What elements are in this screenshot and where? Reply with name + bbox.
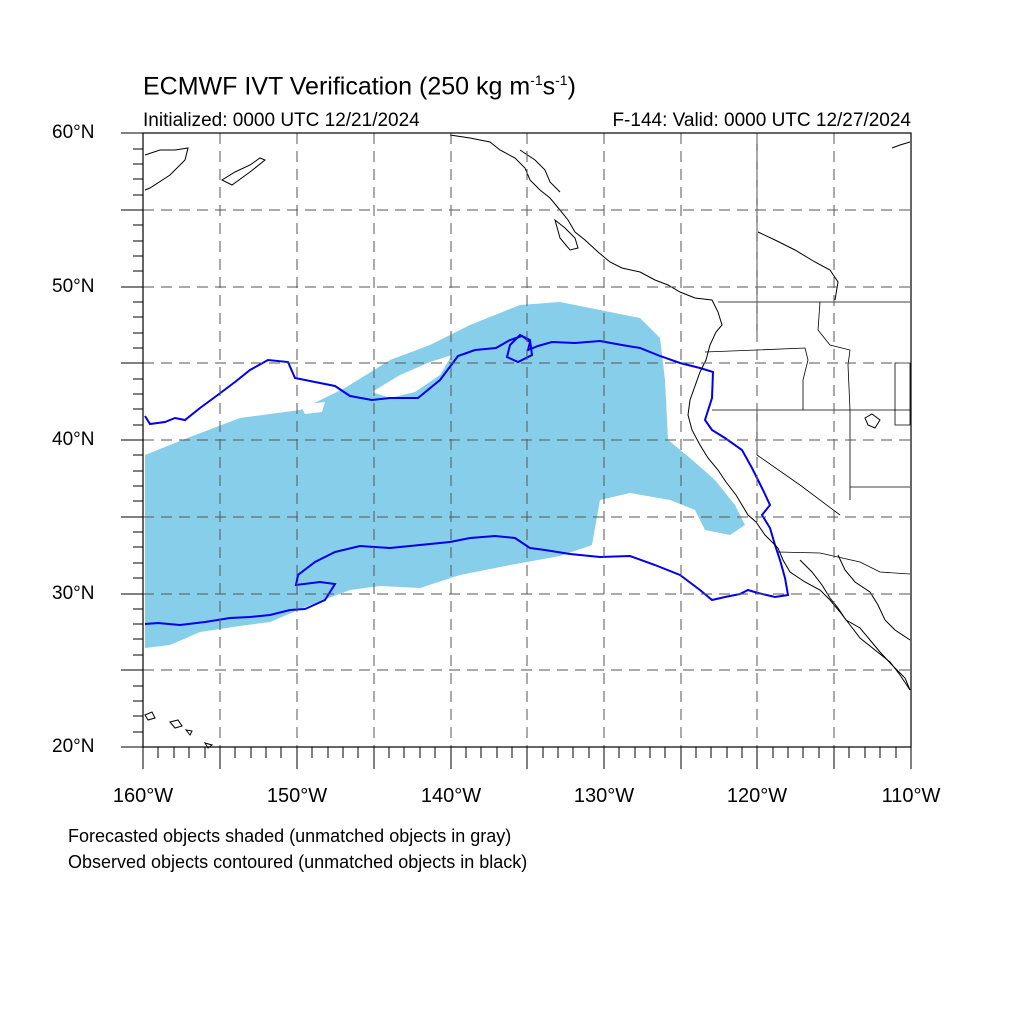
observed-contour-north xyxy=(144,334,790,627)
lat-label-40n: 40°N xyxy=(52,429,95,450)
lon-label-120w: 120°W xyxy=(726,785,788,807)
lon-label-140w: 140°W xyxy=(420,785,482,807)
political-borders xyxy=(704,133,911,575)
lat-label-60n: 60°N xyxy=(52,122,95,143)
lat-label-50n: 50°N xyxy=(52,276,95,297)
lon-label-130w: 130°W xyxy=(573,785,635,807)
lon-label-150w: 150°W xyxy=(266,785,328,807)
forecast-object-shading xyxy=(145,302,745,648)
chart-title: ECMWF IVT Verification (250 kg m-1s-1) xyxy=(143,72,576,101)
legend-observed-note: Observed objects contoured (unmatched ob… xyxy=(68,852,528,872)
valid-label: F-144: Valid: 0000 UTC 12/27/2024 xyxy=(612,110,911,131)
lon-label-110w: 110°W xyxy=(881,785,941,807)
gridlines xyxy=(143,133,911,747)
coastlines xyxy=(144,134,911,749)
legend-forecast-note: Forecasted objects shaded (unmatched obj… xyxy=(68,826,512,846)
lat-label-20n: 20°N xyxy=(52,736,95,757)
lon-label-160w: 160°W xyxy=(112,785,174,807)
initialized-label: Initialized: 0000 UTC 12/21/2024 xyxy=(143,110,420,131)
axis-ticks xyxy=(121,132,912,769)
lat-label-30n: 30°N xyxy=(52,583,95,604)
